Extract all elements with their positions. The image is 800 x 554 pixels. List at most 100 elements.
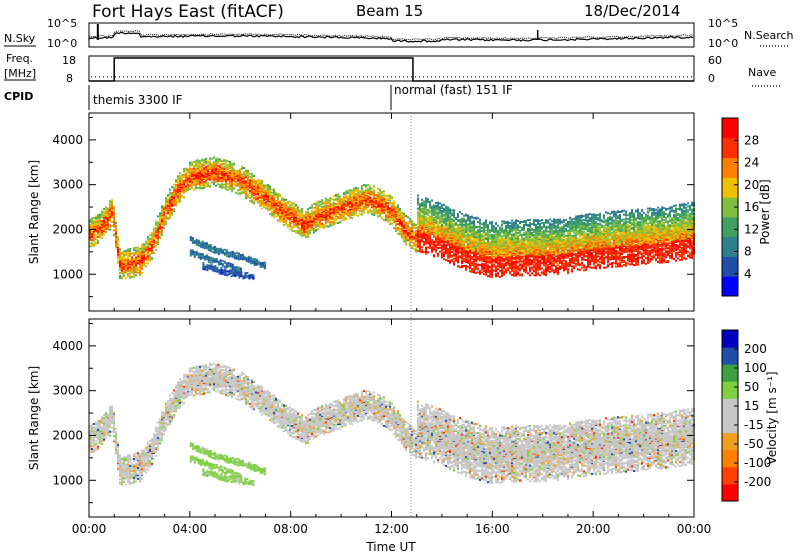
power-echo-cell — [365, 189, 367, 192]
power-echo-cell — [127, 273, 129, 276]
power-echo-cell — [443, 219, 445, 222]
power-echo-cell — [327, 209, 329, 212]
power-echo-cell — [461, 245, 463, 248]
power-echo-cell — [469, 221, 471, 223]
power-echo-cell — [445, 218, 447, 221]
power-echo-cell — [261, 202, 263, 205]
power-echo-cell — [201, 178, 203, 181]
power-echo-cell — [363, 184, 365, 187]
power-echo-cell — [437, 215, 439, 218]
power-echo-cell — [309, 212, 311, 215]
power-echo-cell — [261, 207, 263, 210]
power-echo-cell — [389, 219, 391, 222]
power-echo-cell — [427, 208, 429, 211]
power-echo-cell — [147, 262, 149, 265]
power-echo-cell — [175, 179, 177, 181]
power-echo-cell — [137, 255, 139, 258]
power-echo-cell — [461, 265, 463, 268]
power-echo-cell — [257, 181, 259, 184]
power-echo-cell — [193, 179, 195, 182]
power-echo-cell — [325, 206, 327, 209]
power-echo-cell — [333, 205, 335, 208]
power-echo-cell — [511, 249, 513, 252]
power-echo-cell — [139, 260, 141, 263]
power-echo-cell — [461, 227, 463, 230]
power-echo-cell — [369, 203, 371, 206]
power-echo-cell — [203, 186, 205, 189]
power-echo-cell — [353, 201, 355, 204]
power-echo-cell — [315, 225, 317, 228]
power-echo-cell — [215, 161, 217, 163]
power-echo-cell — [465, 227, 467, 230]
power-echo-cell — [485, 248, 487, 251]
power-echo-cell — [363, 207, 365, 210]
power-echo-cell — [489, 273, 491, 276]
power-echo-cell — [417, 221, 419, 224]
power-echo-cell — [507, 233, 509, 236]
power-echo-cell — [473, 246, 475, 249]
power-echo-cell — [459, 223, 461, 226]
power-echo-cell — [313, 214, 315, 217]
power-echo-cell — [477, 255, 479, 258]
power-echo-cell — [377, 215, 379, 218]
power-echo-cell — [399, 212, 401, 214]
power-echo-cell — [459, 211, 461, 213]
power-echo-cell — [429, 239, 431, 242]
power-echo-cell — [483, 273, 485, 275]
power-echo-cell — [217, 157, 219, 160]
power-echo-cell — [301, 210, 303, 213]
power-echo-cell — [497, 229, 499, 232]
power-echo-cell — [457, 223, 459, 226]
power-echo-cell — [223, 183, 225, 186]
power-echo-cell — [419, 215, 421, 217]
power-echo-cell — [443, 217, 445, 220]
power-echo-cell — [485, 269, 487, 272]
power-echo-cell — [93, 223, 95, 226]
power-echo-cell — [433, 206, 435, 209]
power-echo-cell — [239, 188, 241, 191]
power-echo-cell — [159, 233, 161, 236]
power-echo-cell — [241, 191, 243, 194]
power-echo-cell — [255, 196, 257, 199]
power-echo-cell — [435, 204, 437, 207]
power-echo-cell — [425, 208, 427, 211]
power-echo-cell — [107, 221, 109, 224]
power-echo-cell — [483, 266, 485, 269]
power-echo-cell — [343, 192, 345, 195]
power-echo-cell — [121, 275, 123, 278]
power-echo-cell — [219, 165, 221, 168]
power-echo-cell — [249, 181, 251, 184]
power-echo-cell — [453, 219, 455, 222]
power-echo-cell — [233, 162, 235, 165]
power-echo-cell — [509, 233, 511, 236]
power-echo-cell — [177, 195, 179, 198]
power-echo-cell — [375, 195, 377, 198]
power-echo-cell — [215, 158, 217, 161]
power-echo-cell — [285, 222, 287, 225]
power-echo-cell — [143, 243, 145, 246]
power-echo-cell — [339, 215, 341, 218]
power-echo-cell — [473, 227, 475, 229]
power-echo-cell — [349, 215, 351, 218]
power-echo-cell — [339, 195, 341, 198]
power-echo-cell — [171, 192, 173, 194]
power-echo-cell — [301, 234, 303, 237]
power-echo-cell — [251, 174, 253, 177]
power-echo-cell — [501, 223, 503, 226]
power-echo-cell — [373, 191, 375, 194]
power-echo-cell — [197, 162, 199, 165]
power-echo-cell — [509, 224, 511, 227]
power-echo-cell — [123, 271, 125, 273]
power-echo-cell — [463, 219, 465, 222]
power-echo-cell — [423, 241, 425, 243]
power-echo-cell — [251, 201, 253, 204]
power-echo-cell — [189, 184, 191, 187]
power-echo-cell — [467, 223, 469, 226]
power-echo-cell — [507, 242, 509, 245]
power-echo-cell — [501, 267, 503, 270]
power-echo-cell — [193, 161, 195, 163]
power-echo-cell — [359, 210, 361, 213]
power-echo-cell — [133, 254, 135, 256]
power-echo-cell — [397, 209, 399, 212]
